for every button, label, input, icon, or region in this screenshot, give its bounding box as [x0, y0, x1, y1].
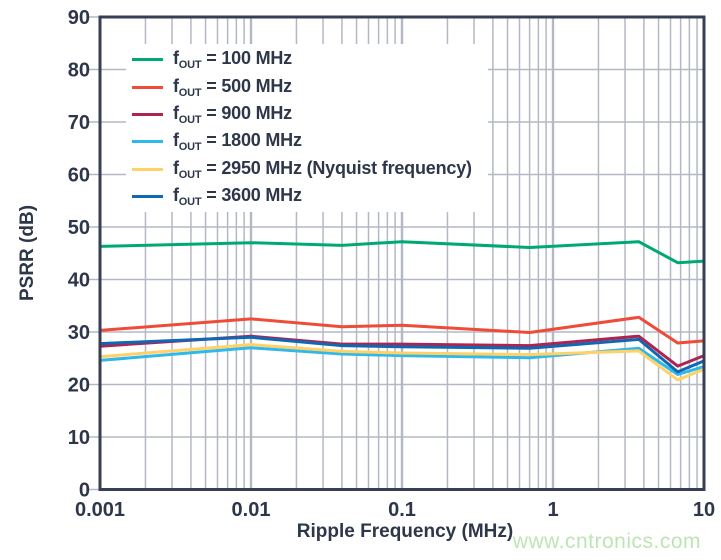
series-line-fout-500-mhz [98, 315, 706, 345]
y-tick-label: 30 [68, 322, 90, 344]
y-axis-label: PSRR (dB) [17, 204, 38, 302]
x-tick-label: 10 [693, 499, 715, 521]
y-tick-label: 80 [68, 60, 90, 82]
series-line-fout-100-mhz [98, 240, 706, 265]
y-tick-label: 20 [68, 375, 90, 397]
legend-swatch-fout-900-mhz [132, 112, 163, 116]
legend: fOUT = 100 MHz fOUT = 500 MHz fOUT = 900 M… [126, 44, 488, 213]
x-tick-label: 0.1 [388, 499, 416, 521]
legend-item-fout-2950-mhz-nyquist-frequency: fOUT = 2950 MHz (Nyquist frequency) [132, 156, 472, 183]
legend-item-fout-500-mhz: fOUT = 500 MHz [132, 73, 472, 100]
legend-swatch-fout-500-mhz [132, 85, 163, 89]
legend-item-fout-100-mhz: fOUT = 100 MHz [132, 46, 472, 73]
x-axis-label: Ripple Frequency (MHz) [296, 521, 514, 542]
legend-swatch-fout-100-mhz [132, 58, 163, 62]
legend-item-fout-3600-mhz: fOUT = 3600 MHz [132, 183, 472, 210]
watermark: www.cntronics.com [512, 530, 701, 553]
legend-label-fout-1800-mhz: fOUT = 1800 MHz [173, 130, 302, 154]
legend-label-fout-500-mhz: fOUT = 500 MHz [173, 75, 292, 99]
legend-label-fout-2950-mhz-nyquist-frequency: fOUT = 2950 MHz (Nyquist frequency) [173, 157, 472, 181]
legend-swatch-fout-1800-mhz [132, 140, 163, 144]
series-line-fout-1800-mhz [98, 346, 706, 376]
legend-swatch-fout-2950-mhz-nyquist-frequency [132, 167, 163, 171]
y-tick-label: 50 [68, 217, 90, 239]
legend-label-fout-900-mhz: fOUT = 900 MHz [173, 102, 292, 126]
x-tick-label: 1 [547, 499, 558, 521]
x-tick-label: 0.01 [232, 499, 271, 521]
y-tick-label: 10 [68, 427, 90, 449]
x-tick-label: 0.001 [75, 499, 125, 521]
legend-label-fout-100-mhz: fOUT = 100 MHz [173, 48, 292, 72]
y-tick-label: 0 [79, 480, 90, 502]
y-tick-label: 90 [68, 7, 90, 29]
legend-label-fout-3600-mhz: fOUT = 3600 MHz [173, 185, 302, 209]
legend-item-fout-1800-mhz: fOUT = 1800 MHz [132, 128, 472, 155]
series-line-fout-2950-mhz-nyquist-frequency [98, 343, 706, 382]
plot-border [98, 15, 706, 491]
legend-item-fout-900-mhz: fOUT = 900 MHz [132, 101, 472, 128]
series-line-fout-3600-mhz [98, 335, 706, 374]
y-tick-label: 60 [68, 165, 90, 187]
y-tick-label: 70 [68, 112, 90, 134]
legend-swatch-fout-3600-mhz [132, 195, 163, 199]
y-tick-label: 40 [68, 270, 90, 292]
